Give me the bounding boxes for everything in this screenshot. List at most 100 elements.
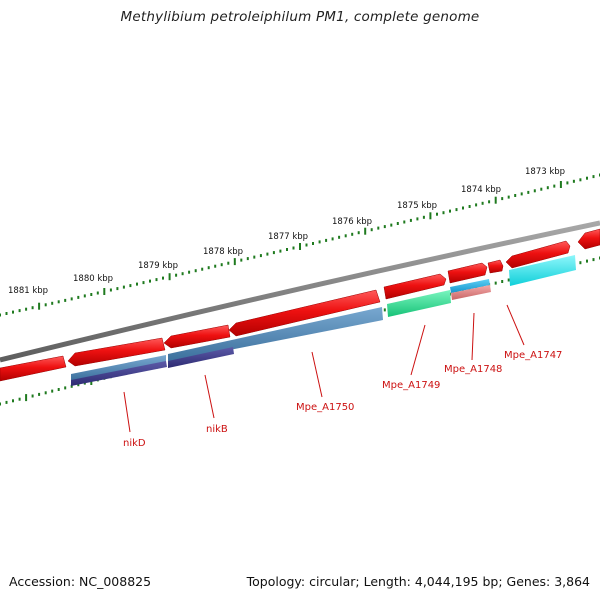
feature-bar-sky[interactable] bbox=[450, 279, 490, 293]
minor-tick bbox=[494, 281, 497, 285]
minor-tick bbox=[31, 306, 34, 310]
major-tick bbox=[559, 181, 562, 188]
major-tick bbox=[299, 243, 301, 250]
minor-tick bbox=[318, 240, 321, 244]
cds-arrow[interactable] bbox=[505, 240, 571, 269]
cds-arrow[interactable] bbox=[487, 259, 504, 274]
feature-bar-navy[interactable] bbox=[168, 347, 234, 368]
minor-tick bbox=[409, 218, 412, 222]
gene-label-nikb[interactable]: nikB bbox=[206, 424, 228, 435]
minor-tick bbox=[422, 215, 425, 219]
major-tick bbox=[494, 196, 497, 204]
minor-tick bbox=[266, 252, 269, 256]
minor-tick bbox=[175, 273, 178, 277]
minor-tick bbox=[520, 192, 523, 196]
kbp-label: 1878 kbp bbox=[203, 247, 243, 257]
feature-bar-salmon[interactable] bbox=[451, 285, 491, 300]
minor-tick bbox=[351, 232, 354, 236]
minor-tick bbox=[18, 397, 21, 401]
minor-tick bbox=[442, 211, 445, 215]
minor-tick bbox=[57, 300, 60, 304]
minor-tick bbox=[286, 248, 288, 251]
feature-bars[interactable] bbox=[71, 255, 576, 386]
gene-label-mpe-a1750[interactable]: Mpe_A1750 bbox=[296, 402, 354, 413]
cds-arrow[interactable] bbox=[67, 337, 166, 367]
feature-bar-cyan[interactable] bbox=[509, 255, 576, 286]
minor-tick bbox=[259, 254, 262, 258]
minor-tick bbox=[220, 263, 223, 267]
kbp-label: 1876 kbp bbox=[332, 217, 372, 227]
minor-tick bbox=[462, 206, 464, 210]
minor-tick bbox=[181, 272, 184, 276]
minor-tick bbox=[468, 205, 471, 208]
cds-arrow[interactable] bbox=[577, 228, 600, 250]
kbp-label: 1881 kbp bbox=[8, 286, 48, 296]
minor-tick bbox=[194, 269, 197, 273]
minor-tick bbox=[514, 194, 517, 197]
minor-tick bbox=[31, 394, 34, 398]
minor-tick bbox=[481, 201, 484, 205]
minor-tick bbox=[507, 195, 510, 199]
minor-tick bbox=[57, 388, 60, 391]
minor-tick bbox=[64, 298, 67, 302]
major-tick bbox=[429, 212, 432, 220]
minor-tick bbox=[51, 301, 54, 305]
minor-tick bbox=[12, 399, 14, 403]
cds-features[interactable] bbox=[0, 228, 600, 382]
minor-tick bbox=[390, 223, 393, 227]
feature-bar-green[interactable] bbox=[387, 290, 451, 317]
genome-backbone bbox=[0, 220, 600, 363]
minor-tick bbox=[566, 181, 569, 185]
minor-tick bbox=[201, 267, 204, 271]
feature-bar-navy[interactable] bbox=[71, 361, 167, 386]
minor-tick bbox=[507, 278, 510, 282]
gene-label-mpe-a1747[interactable]: Mpe_A1747 bbox=[504, 350, 562, 361]
cds-arrow[interactable] bbox=[447, 262, 488, 284]
kbp-label: 1877 kbp bbox=[268, 232, 308, 242]
minor-tick bbox=[96, 291, 99, 295]
major-tick bbox=[168, 273, 171, 281]
minor-tick bbox=[396, 222, 399, 225]
cds-arrow[interactable] bbox=[383, 273, 447, 300]
major-tick bbox=[233, 258, 236, 266]
minor-tick bbox=[338, 235, 341, 239]
minor-tick bbox=[142, 281, 145, 285]
minor-tick bbox=[51, 389, 54, 393]
minor-tick bbox=[240, 258, 243, 262]
cds-arrow[interactable] bbox=[163, 324, 231, 349]
minor-tick bbox=[579, 178, 582, 182]
minor-tick bbox=[188, 270, 191, 274]
minor-tick bbox=[501, 280, 504, 283]
kbp-label: 1873 kbp bbox=[525, 167, 565, 177]
minor-tick bbox=[475, 203, 478, 207]
minor-tick bbox=[370, 228, 373, 232]
minor-tick bbox=[70, 384, 73, 388]
gene-label-mpe-a1749[interactable]: Mpe_A1749 bbox=[382, 380, 440, 391]
genome-summary-text: Topology: circular; Length: 4,044,195 bp… bbox=[246, 574, 590, 589]
minor-tick bbox=[436, 212, 438, 216]
gene-label-nikd[interactable]: nikD bbox=[123, 438, 146, 449]
minor-tick bbox=[553, 184, 556, 188]
minor-tick bbox=[116, 287, 119, 291]
minor-tick bbox=[90, 293, 93, 296]
minor-tick bbox=[572, 179, 575, 183]
minor-tick bbox=[357, 231, 360, 235]
feature-bar-blue[interactable] bbox=[168, 307, 383, 362]
minor-tick bbox=[77, 295, 80, 299]
minor-tick bbox=[5, 400, 8, 404]
minor-tick bbox=[501, 197, 504, 201]
minor-tick bbox=[488, 200, 491, 204]
minor-tick bbox=[44, 391, 47, 395]
kbp-label: 1874 kbp bbox=[461, 185, 501, 195]
minor-tick bbox=[592, 175, 595, 179]
minor-tick bbox=[0, 402, 1, 406]
gene-label-mpe-a1748[interactable]: Mpe_A1748 bbox=[444, 364, 502, 375]
cds-arrow[interactable] bbox=[228, 289, 381, 337]
minor-tick bbox=[586, 259, 588, 263]
major-tick bbox=[38, 302, 41, 310]
feature-bar-blue[interactable] bbox=[71, 355, 166, 381]
minor-tick bbox=[527, 190, 530, 194]
cds-arrow[interactable] bbox=[0, 355, 67, 382]
kbp-label: 1875 kbp bbox=[397, 201, 437, 211]
